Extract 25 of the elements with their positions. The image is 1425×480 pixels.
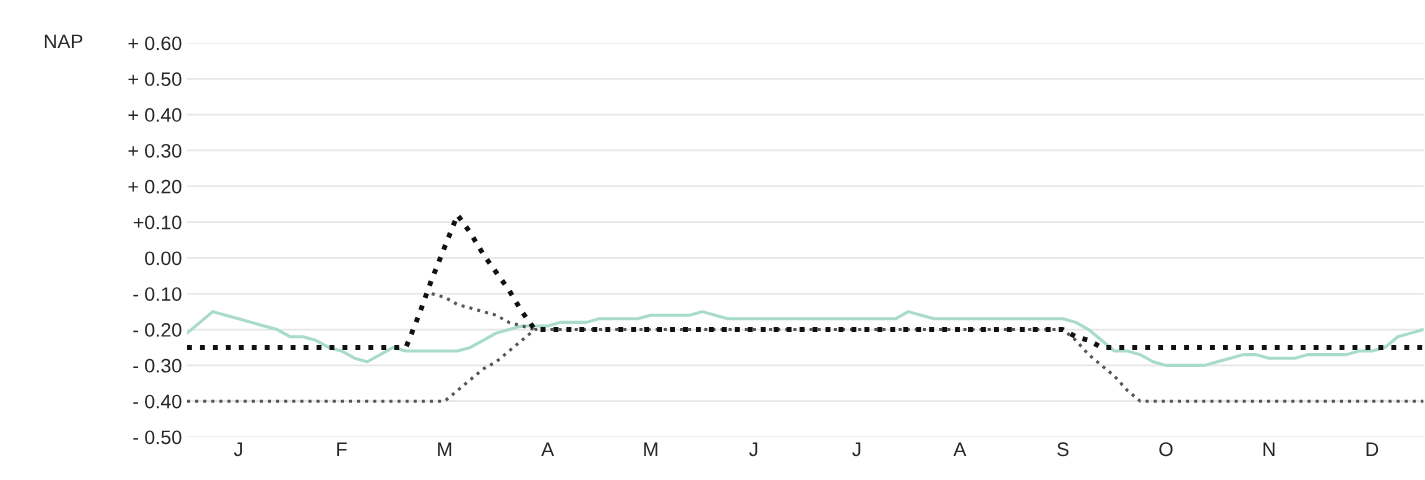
x-tick-label: N xyxy=(1263,442,1275,456)
x-tick-label: O xyxy=(1159,442,1173,457)
x-tick-label: M xyxy=(438,442,452,456)
y-tick-label: - 0.50 xyxy=(133,430,182,445)
x-tick-label: A xyxy=(953,442,967,456)
y-tick-label: - 0.20 xyxy=(133,323,182,337)
y-tick-label: +0.10 xyxy=(133,215,182,230)
y-tick-label: - 0.10 xyxy=(133,287,182,301)
x-tick-label: F xyxy=(337,442,347,456)
y-tick-label: + 0.60 xyxy=(128,36,182,51)
y-tick-label: - 0.40 xyxy=(133,394,182,409)
x-tick-label: M xyxy=(644,442,658,456)
y-tick-label: + 0.20 xyxy=(128,179,182,194)
y-tick-label: 0.00 xyxy=(145,251,182,266)
x-tick-label: S xyxy=(1057,442,1069,457)
y-tick-label: + 0.30 xyxy=(128,143,182,158)
y-tick-label: + 0.40 xyxy=(128,108,182,122)
x-tick-label: J xyxy=(749,442,758,457)
x-tick-label: J xyxy=(852,442,861,457)
x-tick-label: J xyxy=(233,442,242,457)
y-tick-label: - 0.30 xyxy=(133,358,182,373)
y-axis-title: NAP xyxy=(44,34,83,49)
x-tick-label: A xyxy=(541,442,555,456)
x-tick-label: D xyxy=(1366,442,1379,456)
y-tick-label: + 0.50 xyxy=(128,72,182,87)
